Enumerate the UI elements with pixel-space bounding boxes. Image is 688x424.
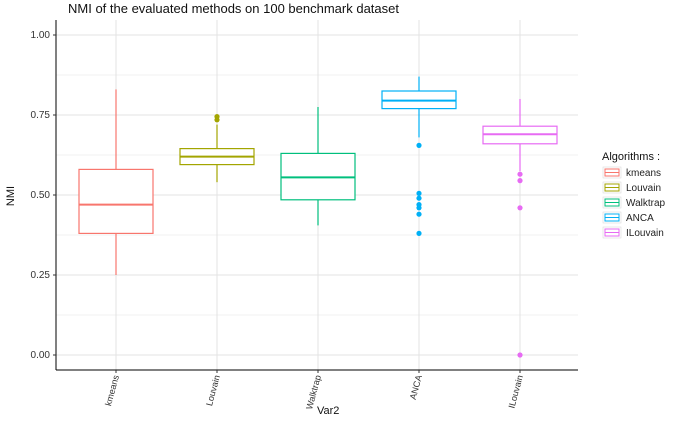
- outlier-point: [517, 171, 523, 177]
- box-ILouvain: [482, 99, 558, 358]
- legend-item-Louvain: Louvain: [602, 181, 661, 194]
- legend-label: Walktrap: [626, 198, 666, 209]
- legend-label: Louvain: [626, 183, 661, 194]
- y-tick-label: 0.00: [31, 350, 51, 361]
- legend-item-Walktrap: Walktrap: [602, 196, 666, 209]
- outlier-point: [214, 114, 220, 120]
- outlier-point: [416, 211, 422, 217]
- x-tick-label-ILouvain: ILouvain: [506, 374, 524, 409]
- x-tick-label-ANCA: ANCA: [408, 374, 424, 401]
- outlier-point: [416, 142, 422, 148]
- outlier-point: [517, 205, 523, 211]
- y-tick-labels: 0.00 0.25 0.50 0.75 1.00: [31, 30, 56, 361]
- x-tick-label-kmeans: kmeans: [103, 373, 121, 407]
- outlier-point: [416, 195, 422, 201]
- legend-item-ILouvain: ILouvain: [602, 226, 664, 239]
- outlier-point: [416, 230, 422, 236]
- x-tick-label-Louvain: Louvain: [204, 374, 222, 407]
- y-tick-label: 0.25: [31, 270, 51, 281]
- y-tick-label: 0.75: [31, 110, 51, 121]
- outlier-point: [416, 190, 422, 196]
- legend-title: Algorithms :: [602, 151, 660, 163]
- outlier-point: [517, 352, 523, 358]
- x-tick-labels: kmeans Louvain Walktrap ANCA ILouvain: [103, 370, 525, 411]
- y-axis-title: NMI: [5, 186, 17, 206]
- box-Walktrap: [280, 107, 356, 226]
- box-ANCA: [381, 76, 457, 236]
- box-iqr: [78, 168, 154, 234]
- chart-title: NMI of the evaluated methods on 100 benc…: [68, 1, 399, 16]
- plot-area: [78, 76, 558, 358]
- y-tick-label: 1.00: [31, 30, 51, 41]
- legend-label: ANCA: [626, 213, 654, 224]
- legend-label: ILouvain: [626, 228, 664, 239]
- x-axis-title: Var2: [317, 405, 339, 417]
- legend-item-kmeans: kmeans: [602, 166, 661, 179]
- legend-item-ANCA: ANCA: [602, 211, 654, 224]
- legend: Algorithms : kmeans Louvain Walktrap ANCA IL…: [602, 151, 666, 239]
- box-kmeans: [78, 89, 154, 275]
- legend-label: kmeans: [626, 168, 661, 179]
- outlier-point: [416, 205, 422, 211]
- outlier-point: [517, 178, 523, 184]
- y-tick-label: 0.50: [31, 190, 51, 201]
- box-Louvain: [179, 114, 255, 183]
